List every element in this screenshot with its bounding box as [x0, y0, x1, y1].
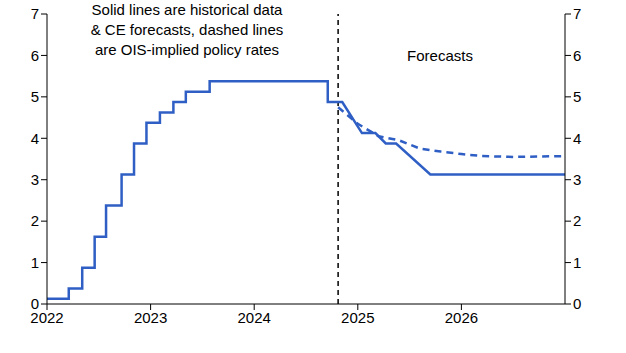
svg-text:1: 1 [573, 254, 581, 271]
html-text:& CE forecasts, dashed lines: & CE forecasts, dashed lines [90, 21, 284, 38]
svg-text:2022: 2022 [30, 308, 64, 326]
svg-text:6: 6 [573, 47, 581, 64]
svg-text:2024: 2024 [238, 309, 271, 326]
svg-text:1: 1 [31, 254, 39, 271]
svg-text:6: 6 [31, 47, 39, 64]
html-text:Solid lines are historical dat: Solid lines are historical data [91, 1, 283, 18]
html-text:Forecasts: Forecasts [407, 47, 473, 64]
svg-text:2025: 2025 [341, 309, 374, 326]
svg-text:5: 5 [573, 88, 581, 105]
svg-text:3: 3 [573, 171, 581, 188]
svg-text:2: 2 [573, 212, 581, 229]
svg-text:7: 7 [573, 5, 581, 22]
svg-text:0: 0 [573, 295, 581, 312]
svg-text:5: 5 [31, 88, 39, 105]
svg-text:4: 4 [573, 130, 581, 147]
svg-text:0: 0 [31, 295, 39, 312]
svg-text:2023: 2023 [134, 309, 167, 326]
svg-text:3: 3 [31, 171, 39, 188]
svg-text:2: 2 [31, 212, 39, 229]
svg-text:7: 7 [31, 5, 39, 22]
svg-text:2026: 2026 [445, 309, 478, 326]
html-text:are OIS-implied policy rates: are OIS-implied policy rates [94, 41, 280, 58]
svg-text:4: 4 [31, 130, 39, 147]
